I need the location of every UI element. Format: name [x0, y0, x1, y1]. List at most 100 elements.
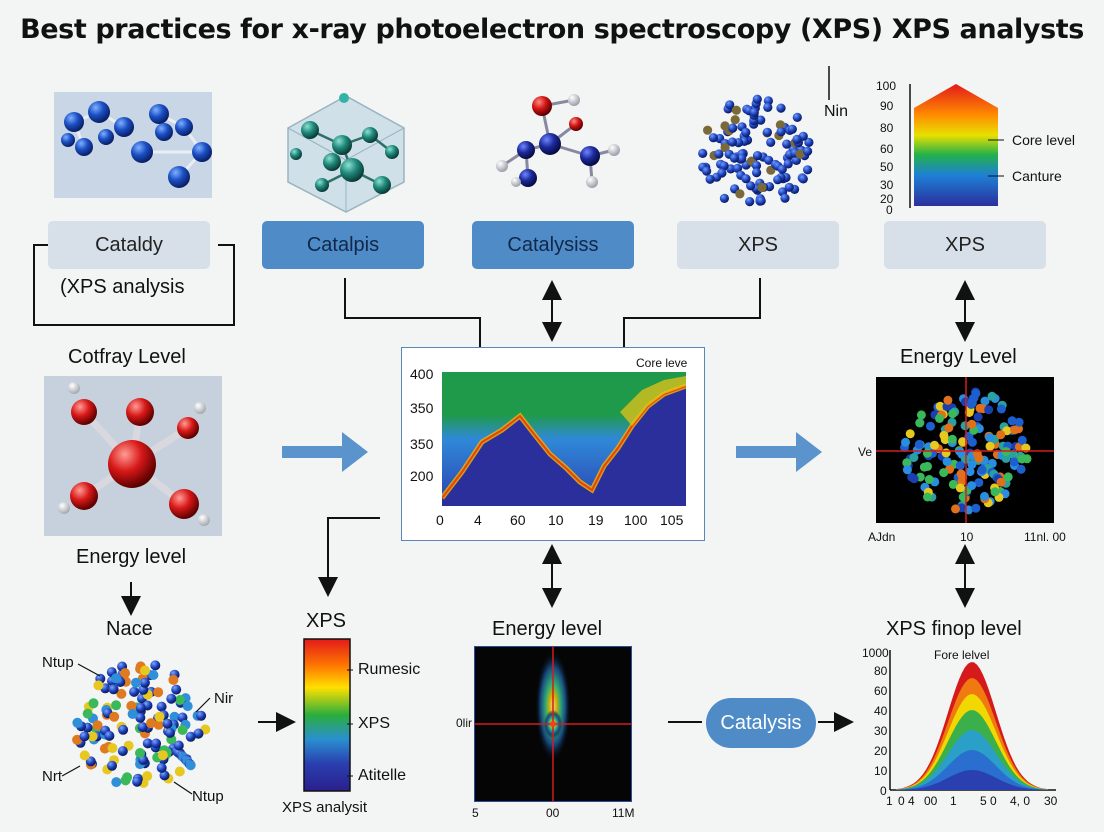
cluster-label: Ntup	[42, 654, 74, 671]
decor-sphere	[703, 125, 713, 135]
decor-sphere	[135, 748, 145, 758]
decor-sphere	[746, 181, 756, 191]
decor-sphere	[996, 430, 1006, 440]
decor-sphere	[967, 481, 977, 491]
decor-sphere	[756, 115, 766, 125]
decor-sphere	[751, 161, 762, 171]
decor-sphere	[944, 423, 954, 433]
decor-sphere	[804, 137, 814, 147]
map-x-tick: 11nl. 00	[1024, 530, 1066, 544]
decor-sphere	[803, 146, 813, 156]
catalysiss-box[interactable]: Catalysiss	[472, 221, 634, 269]
molecule-cube-image	[287, 93, 405, 213]
decor-sphere	[153, 719, 164, 730]
decor-sphere	[958, 437, 968, 447]
molecule-chain-image	[54, 92, 212, 198]
decor-sphere	[784, 182, 794, 192]
xps-box-right[interactable]: XPS	[884, 221, 1046, 269]
decor-sphere	[129, 686, 140, 697]
decor-sphere	[82, 708, 93, 719]
decor-sphere	[939, 468, 949, 478]
decor-sphere	[915, 418, 925, 428]
chart-x-tick: 4	[474, 512, 482, 528]
decor-sphere	[142, 771, 153, 782]
decor-sphere	[719, 193, 729, 203]
decor-sphere	[720, 143, 730, 153]
map-x-tick: 10	[960, 530, 974, 544]
catalysis-pill-button[interactable]: Catalysis	[706, 698, 816, 748]
decor-sphere	[752, 168, 762, 178]
decor-sphere	[79, 750, 90, 761]
decor-sphere	[985, 441, 995, 451]
decor-sphere	[146, 718, 156, 729]
decor-sphere	[708, 133, 718, 143]
decor-sphere	[980, 396, 990, 406]
catalpis-box[interactable]: Catalpis	[262, 221, 424, 269]
decor-sphere	[922, 448, 932, 458]
decor-sphere	[107, 760, 117, 771]
heatmap-y-label: 0lir	[456, 716, 473, 730]
cataldy-box[interactable]: Cataldy	[48, 221, 210, 269]
core-level-spectrum-image	[909, 84, 1004, 208]
decor-sphere	[985, 433, 995, 442]
decor-sphere	[140, 665, 150, 676]
decor-sphere	[165, 727, 175, 738]
decor-sphere	[798, 174, 808, 184]
decor-sphere	[926, 421, 935, 431]
decor-sphere	[92, 720, 103, 731]
decor-sphere	[85, 756, 96, 767]
decor-sphere	[139, 677, 150, 688]
decor-sphere	[948, 409, 958, 419]
decor-sphere	[737, 154, 747, 164]
decor-sphere	[956, 469, 966, 479]
decor-sphere	[168, 674, 179, 685]
energy-level-map-image	[876, 377, 1054, 523]
bell-x-tick: 30	[1044, 794, 1058, 808]
decor-sphere	[166, 693, 177, 704]
decor-sphere	[975, 403, 985, 413]
decor-sphere	[111, 777, 122, 788]
decor-sphere	[162, 718, 173, 729]
decor-sphere	[967, 397, 977, 407]
chart-x-tick: 0	[436, 512, 444, 528]
decor-sphere	[965, 467, 975, 477]
decor-sphere	[148, 670, 159, 680]
decor-sphere	[116, 688, 127, 699]
xps-scale-title: XPS	[306, 610, 347, 632]
bell-y-tick: 40	[874, 704, 888, 718]
nanoparticle-cluster-image	[698, 94, 814, 207]
decor-sphere	[150, 660, 161, 671]
bell-band	[896, 750, 1048, 790]
decor-sphere	[1014, 417, 1024, 427]
decor-sphere	[151, 738, 162, 749]
decor-sphere	[780, 193, 790, 203]
decor-sphere	[88, 698, 99, 709]
decor-sphere	[72, 717, 83, 728]
spectrum-tick: 90	[880, 99, 894, 113]
decor-sphere	[174, 766, 185, 777]
decor-sphere	[756, 196, 766, 206]
chart-x-tick: 10	[548, 512, 564, 528]
decor-sphere	[1016, 464, 1026, 474]
decor-sphere	[714, 149, 724, 159]
decor-sphere	[766, 137, 776, 147]
decor-sphere	[733, 163, 743, 173]
decor-sphere	[776, 103, 786, 113]
decor-sphere	[745, 197, 755, 207]
decor-sphere	[939, 430, 949, 440]
decor-sphere	[159, 770, 170, 781]
bell-x-tick: 0 4	[898, 794, 915, 808]
xps-box[interactable]: XPS	[677, 221, 839, 269]
energy-level-title: Energy Level	[900, 346, 1017, 368]
heatmap-x-tick: 11M	[612, 806, 635, 820]
molecule-red-cluster-image	[44, 376, 222, 536]
decor-sphere	[901, 437, 910, 447]
map-x-tick: AJdn	[868, 530, 896, 544]
decor-sphere	[730, 115, 740, 125]
bell-y-tick: 30	[874, 724, 888, 738]
decor-sphere	[795, 149, 805, 159]
nin-label: Nin	[824, 103, 849, 120]
spectrum-tick: 80	[880, 121, 894, 135]
chart-y-tick: 200	[410, 468, 434, 484]
decor-sphere	[175, 695, 185, 705]
